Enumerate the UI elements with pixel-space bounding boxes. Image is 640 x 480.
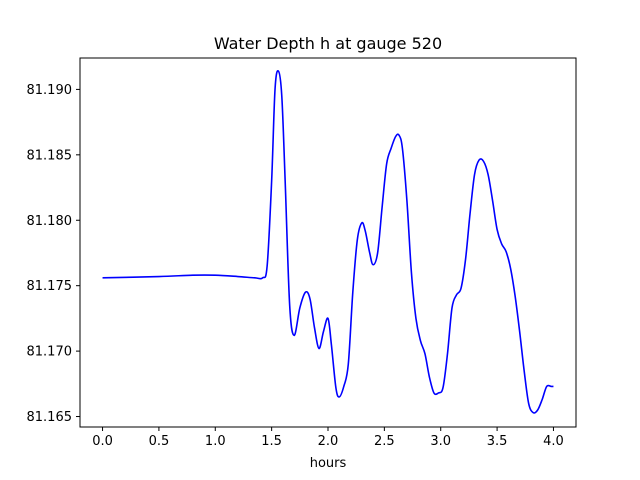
plot-layer [102,70,554,414]
series-line-0 [102,70,554,414]
x-tick-label: 0.5 [149,434,170,449]
y-axis-ticks: 81.165 81.170 81.175 81.180 81.185 81.190 [27,83,80,425]
y-tick-label: 81.165 [27,410,73,425]
y-tick-label: 81.175 [27,279,73,294]
chart-title: Water Depth h at gauge 520 [214,34,442,53]
x-tick-label: 1.5 [261,434,282,449]
x-axis-ticks: 0.0 0.5 1.0 1.5 2.0 2.5 3.0 3.5 4.0 [92,427,564,449]
y-tick-label: 81.190 [27,83,73,98]
x-tick-label: 0.0 [92,434,113,449]
x-tick-label: 1.0 [205,434,226,449]
x-tick-label: 3.5 [487,434,508,449]
x-tick-label: 2.0 [318,434,339,449]
y-tick-label: 81.170 [27,345,73,360]
x-tick-label: 3.0 [430,434,451,449]
x-tick-label: 4.0 [543,434,564,449]
x-tick-label: 2.5 [374,434,395,449]
x-axis-label: hours [310,456,347,471]
y-tick-label: 81.185 [27,148,73,163]
y-tick-label: 81.180 [27,214,73,229]
